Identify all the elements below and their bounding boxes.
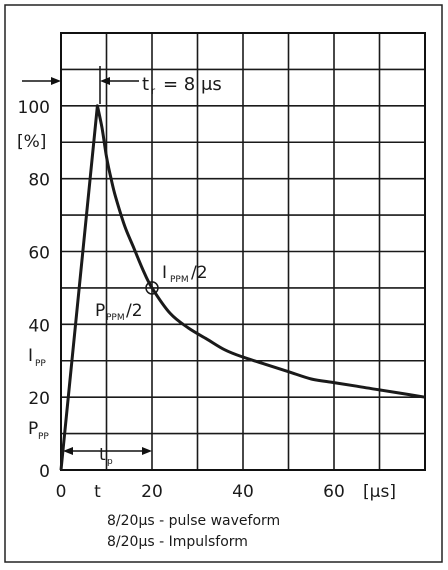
x-tick-label: 60: [323, 482, 345, 502]
ppp-axis-label: P PP: [28, 419, 49, 442]
outer-frame: [4, 4, 443, 563]
x-tick-label: 40: [232, 482, 254, 502]
tr-arrow-left-head: [51, 77, 61, 85]
y-tick-label: 60: [28, 244, 50, 264]
x-tick-label: 20: [141, 482, 163, 502]
tp-label: t: [99, 445, 106, 465]
ppp-half-annotation: P PPM /2: [95, 301, 143, 323]
caption-line-1: 8/20μs - pulse waveform: [107, 513, 280, 529]
tr-arrow-right-head: [100, 77, 110, 85]
ipp-half-annotation: I PPM /2: [162, 263, 208, 285]
y-tick-label: 0: [39, 462, 50, 482]
tp-label-sub: p: [107, 457, 113, 467]
y-unit-label: [%]: [17, 132, 46, 152]
y-tick-label: 40: [28, 316, 50, 336]
y-tick-label: 20: [28, 389, 50, 409]
tr-value: = 8 μs: [163, 74, 222, 95]
pulse-waveform-line: [59, 104, 426, 471]
caption-line-2: 8/20μs - Impulsform: [107, 534, 248, 550]
ppp-half-sub: PPM: [106, 313, 125, 323]
ipp-half-rest: /2: [191, 263, 208, 283]
y-tick-label: 80: [28, 171, 50, 191]
ppp-half-p: P: [95, 301, 105, 321]
grid: [61, 33, 425, 470]
ppp-half-rest: /2: [126, 301, 143, 321]
ipp-i: I: [28, 346, 33, 366]
y-tick-label: 100: [18, 98, 50, 118]
x-tick-labels: 0 t 20 40 60 [μs]: [56, 482, 396, 502]
ppp-p: P: [28, 419, 38, 439]
plot-area-border: [60, 32, 426, 471]
tp-arrow-right-head: [142, 447, 152, 455]
half-value-marker: [145, 281, 159, 295]
rise-time-annotation: t r = 8 μs: [22, 66, 222, 104]
pulse-duration-annotation: t p: [63, 445, 152, 467]
x-tick-label: [μs]: [363, 482, 396, 502]
ppp-sub: PP: [38, 432, 49, 442]
ipp-half-i: I: [162, 263, 167, 283]
x-tick-label: t: [94, 482, 101, 502]
tr-label-sub: r: [151, 86, 156, 97]
ipp-sub: PP: [35, 359, 46, 369]
ipp-axis-label: I PP: [28, 346, 46, 369]
tp-arrow-left-head: [63, 447, 73, 455]
x-tick-label: 0: [56, 482, 67, 502]
tr-label: t: [142, 74, 149, 95]
ipp-half-sub: PPM: [170, 275, 189, 285]
y-tick-labels: 0 20 40 60 80 100: [18, 98, 50, 482]
